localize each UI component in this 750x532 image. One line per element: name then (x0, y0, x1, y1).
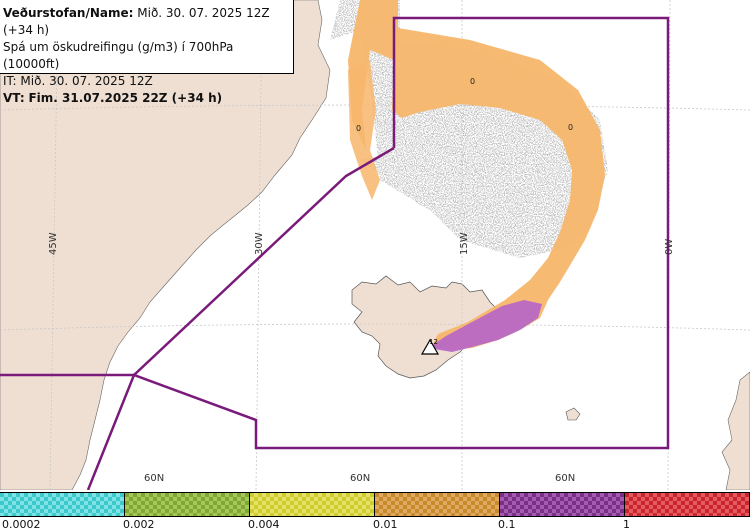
legend-tick-label: 1 (623, 518, 630, 531)
legend-tick-label: 0.01 (373, 518, 398, 531)
contour-label: 0 (568, 123, 573, 132)
legend-swatch (500, 492, 625, 517)
product-description: Spá um öskudreifingu (g/m3) í 700hPa (10… (3, 40, 234, 71)
ash-plume-orange-west (348, 60, 380, 200)
issue-time: IT: Mið. 30. 07. 2025 12Z (3, 74, 153, 88)
sector-boundary (0, 16, 670, 490)
faroe-islands (565, 407, 581, 421)
legend-tick-label: 0.002 (123, 518, 155, 531)
longitude-label-0w: 0W (664, 239, 675, 255)
legend-swatch (625, 492, 750, 517)
legend-swatch (125, 492, 250, 517)
valid-time-value: Fim. 31.07.2025 22Z (+34 h) (28, 91, 223, 105)
valid-time-line: VT: Fim. 31.07.2025 22Z (+34 h) (3, 90, 293, 107)
issuer-label: Veðurstofan/Name: (3, 6, 134, 20)
valid-time-label: VT: (3, 91, 25, 105)
longitude-label-15w: 15W (459, 232, 470, 255)
forecast-info-box: Veðurstofan/Name: Mið. 30. 07. 2025 12Z … (0, 0, 294, 105)
latitude-label-60n: 60N (555, 473, 575, 484)
ash-plume-purple (428, 300, 542, 352)
concentration-legend: 0.0002 0.002 0.004 0.01 0.1 1 (0, 492, 750, 532)
longitude-label-45w: 45W (48, 232, 59, 255)
contour-label: 0 (470, 77, 475, 86)
legend-swatch (250, 492, 375, 517)
legend-tick-label: 0.004 (248, 518, 280, 531)
legend-tick-label: 0.1 (498, 518, 516, 531)
longitude-label-30w: 30W (254, 232, 265, 255)
volcano-marker-label: 12 (429, 338, 438, 346)
ash-plume-orange (348, 0, 605, 350)
volcano-marker: 12 (420, 338, 440, 355)
legend-tick-labels: 0.0002 0.002 0.004 0.01 0.1 1 (0, 518, 750, 532)
contour-label: 0 (356, 124, 361, 133)
legend-swatch (375, 492, 500, 517)
greenland-landmass (0, 0, 331, 490)
latitude-label-60n: 60N (350, 473, 370, 484)
issuer-line: Veðurstofan/Name: Mið. 30. 07. 2025 12Z … (3, 5, 293, 39)
latitude-label-60n: 60N (144, 473, 164, 484)
legend-tick-label: 0.0002 (2, 518, 41, 531)
scandinavia-coast (721, 371, 750, 490)
legend-swatch (0, 492, 125, 517)
legend-color-bar (0, 492, 750, 517)
issuer-value: Mið. 30. 07. 2025 12Z (+34 h) (3, 6, 270, 37)
